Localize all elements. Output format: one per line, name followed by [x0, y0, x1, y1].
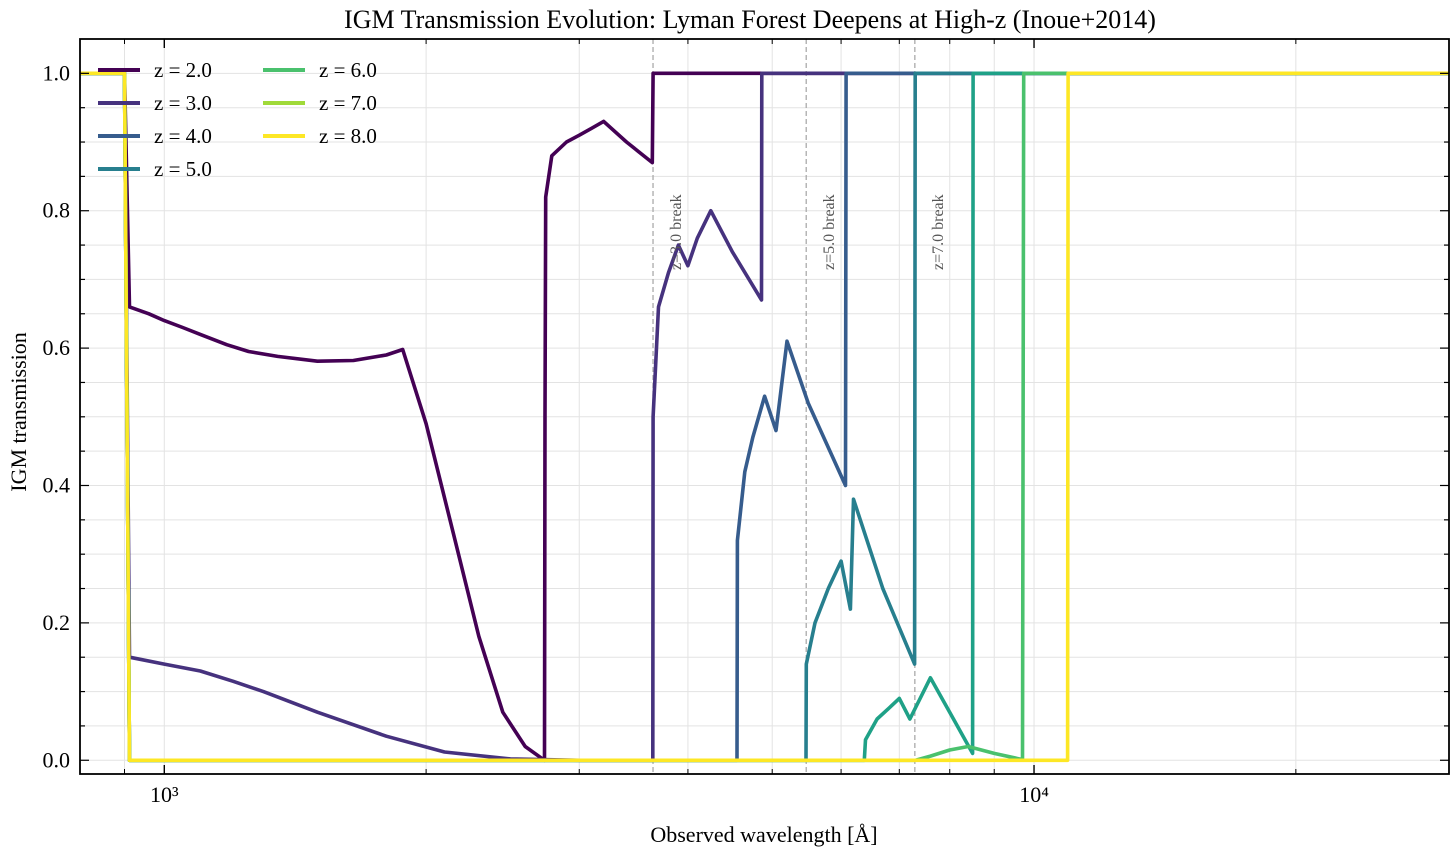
- x-tick-label: 10³: [150, 782, 179, 807]
- grid: [79, 39, 1450, 774]
- series-line: [80, 71, 1449, 763]
- y-tick-label: 1.0: [43, 60, 71, 85]
- break-annotation: z=3.0 break: [668, 194, 685, 270]
- y-tick-label: 0.6: [43, 335, 71, 360]
- y-tick-label: 0.2: [43, 610, 71, 635]
- legend-label: z = 8.0: [319, 124, 377, 148]
- break-lines: [652, 39, 916, 774]
- annotations: z=3.0 break z=5.0 break z=7.0 break: [668, 194, 947, 270]
- legend: z = 2.0 z = 3.0 z = 4.0 z = 5.0 z = 6.0 z = 7…: [98, 58, 377, 181]
- break-annotation: z=7.0 break: [930, 194, 947, 270]
- legend-label: z = 7.0: [319, 91, 377, 115]
- legend-label: z = 6.0: [319, 58, 377, 82]
- y-axis-label: IGM transmission: [6, 332, 31, 492]
- y-tick-label: 0.0: [43, 747, 71, 772]
- legend-label: z = 2.0: [154, 58, 212, 82]
- ticks: 10³ 10⁴ 0.0 0.2 0.4 0.6 0.8 1.0: [43, 39, 1450, 807]
- break-annotation: z=5.0 break: [821, 194, 838, 270]
- series-group: [80, 71, 1449, 763]
- y-tick-label: 0.4: [43, 472, 71, 497]
- legend-label: z = 3.0: [154, 91, 212, 115]
- legend-label: z = 4.0: [154, 124, 212, 148]
- legend-label: z = 5.0: [154, 157, 212, 181]
- plot-frame: [79, 38, 1450, 775]
- chart-title: IGM Transmission Evolution: Lyman Forest…: [344, 5, 1156, 34]
- series-line: [80, 71, 1449, 763]
- x-axis-label: Observed wavelength [Å]: [650, 822, 877, 847]
- y-tick-label: 0.8: [43, 198, 71, 223]
- x-tick-label: 10⁴: [1019, 782, 1049, 807]
